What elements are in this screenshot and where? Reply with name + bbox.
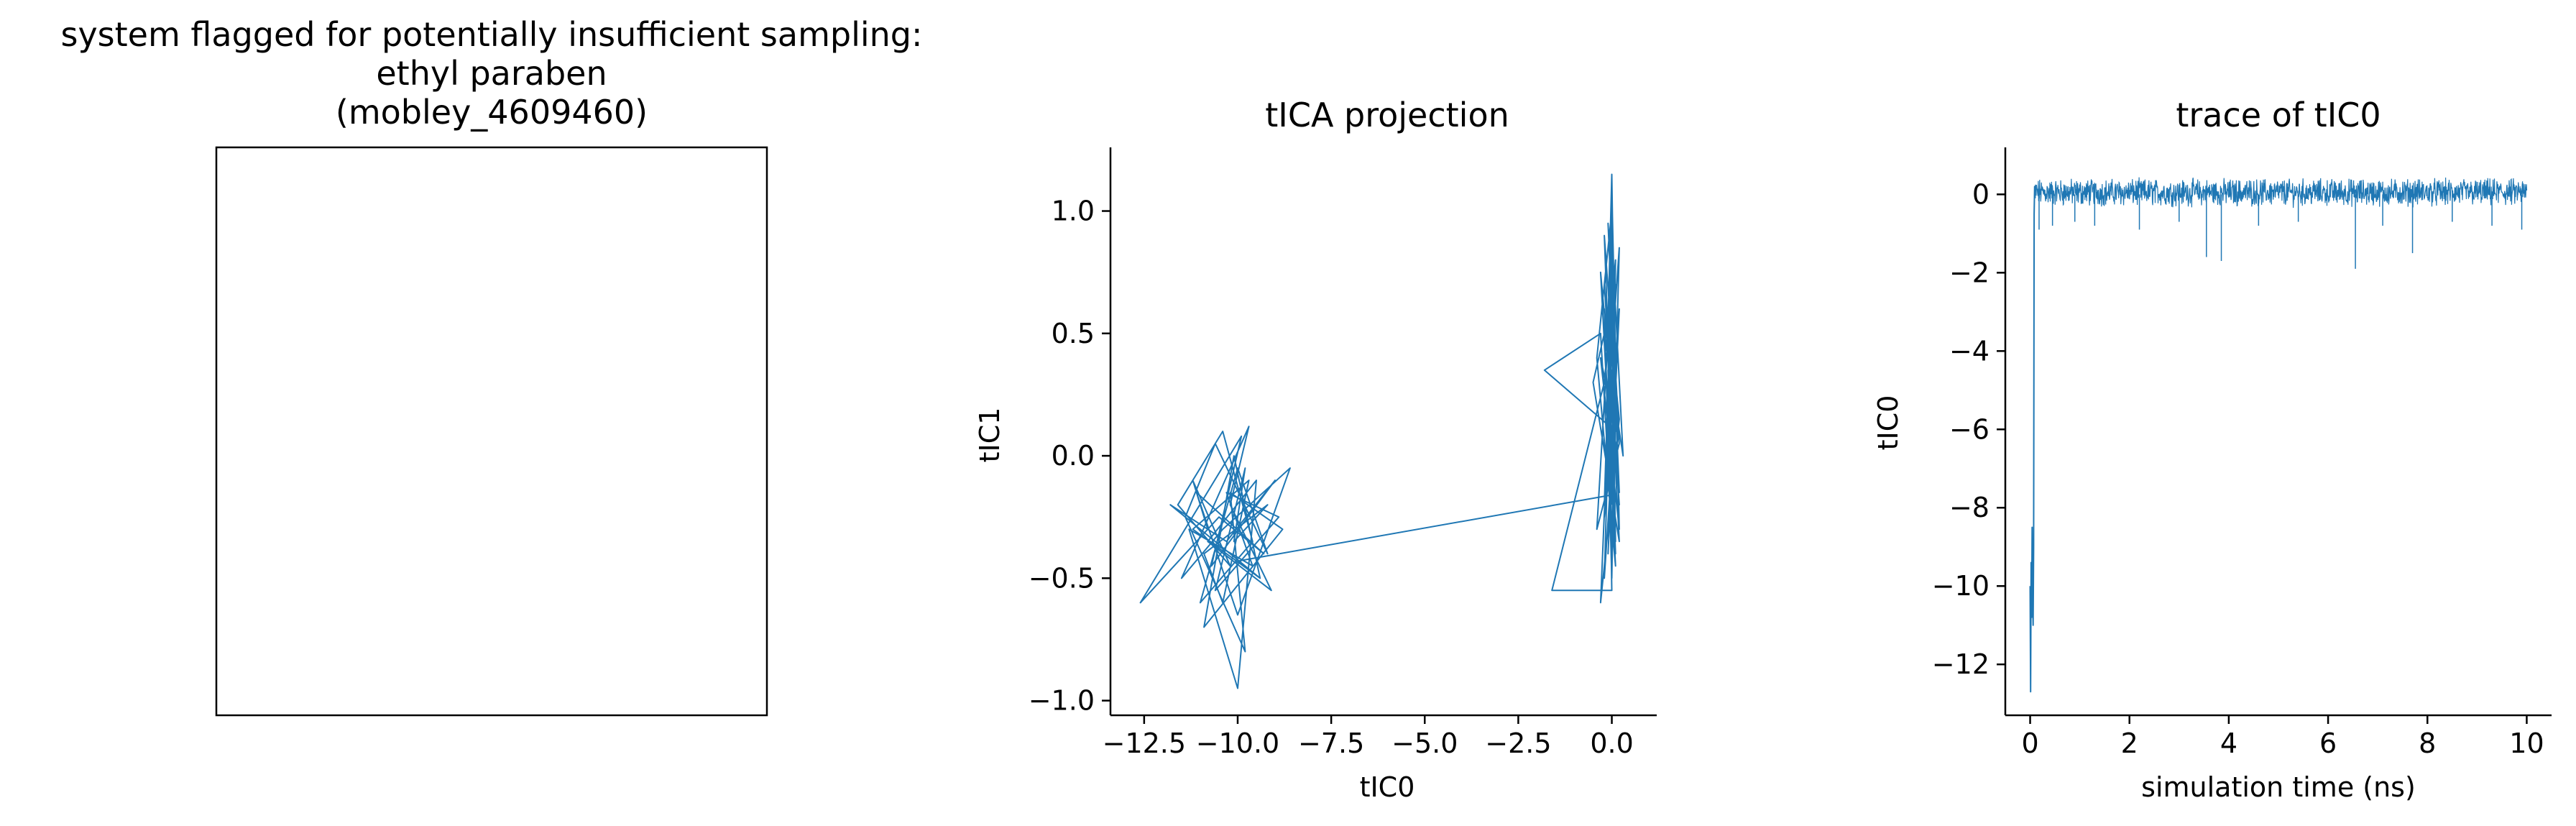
x-tick-label: −10.0 xyxy=(1196,728,1279,759)
series-line xyxy=(2029,185,2036,693)
x-tick-label: 8 xyxy=(2419,728,2436,759)
y-tick-label: 0.0 xyxy=(1052,440,1095,472)
y-tick-label: −1.0 xyxy=(1029,685,1095,717)
series-line xyxy=(1237,494,1612,562)
series-line xyxy=(1543,173,1624,604)
chart-title: tICA projection xyxy=(1265,96,1509,134)
x-tick-label: 2 xyxy=(2121,728,2138,759)
panel1-title-line-2: ethyl paraben xyxy=(376,54,607,93)
y-tick-label: 1.0 xyxy=(1052,196,1095,227)
x-tick-label: −12.5 xyxy=(1103,728,1186,759)
trace-noise-band xyxy=(2034,177,2528,208)
panel1-title-line-1: system flagged for potentially insuffici… xyxy=(60,15,922,54)
panel-1: system flagged for potentially insuffici… xyxy=(60,15,923,717)
tica-projection-chart: tICA projection tIC0 tIC1 −12.5 −10.0 −7.5… xyxy=(974,96,1657,803)
y-tick-label: −8 xyxy=(1949,492,1990,523)
y-tick-label: −0.5 xyxy=(1029,562,1095,594)
x-axis-label: simulation time (ns) xyxy=(2141,771,2416,803)
y-tick-label: −12 xyxy=(1932,648,1990,680)
x-tick-label: 0 xyxy=(2021,728,2038,759)
y-tick-label: 0 xyxy=(1972,178,1990,210)
x-tick-label: 0.0 xyxy=(1590,728,1633,759)
empty-structure-frame xyxy=(215,146,768,717)
x-tick-label: −5.0 xyxy=(1392,728,1458,759)
y-tick-label: −2 xyxy=(1949,257,1990,288)
panel1-title-line-3: (mobley_4609460) xyxy=(336,93,648,132)
y-tick-label: −6 xyxy=(1949,413,1990,445)
x-tick-label: −7.5 xyxy=(1298,728,1364,759)
x-tick-label: 6 xyxy=(2319,728,2337,759)
y-tick-label: −4 xyxy=(1949,335,1990,367)
y-tick-label: −10 xyxy=(1932,570,1990,602)
series-line xyxy=(1139,426,1291,689)
y-axis-label: tIC1 xyxy=(974,408,1006,463)
x-tick-label: −2.5 xyxy=(1485,728,1551,759)
y-tick-label: 0.5 xyxy=(1052,318,1095,349)
x-tick-label: 10 xyxy=(2509,728,2544,759)
x-tick-label: 4 xyxy=(2220,728,2237,759)
x-axis-label: tIC0 xyxy=(1360,771,1415,803)
tic0-trace-chart: trace of tIC0 simulation time (ns) tIC0 … xyxy=(1872,96,2552,803)
chart-title: trace of tIC0 xyxy=(2176,96,2380,134)
y-axis-label: tIC0 xyxy=(1872,395,1904,451)
